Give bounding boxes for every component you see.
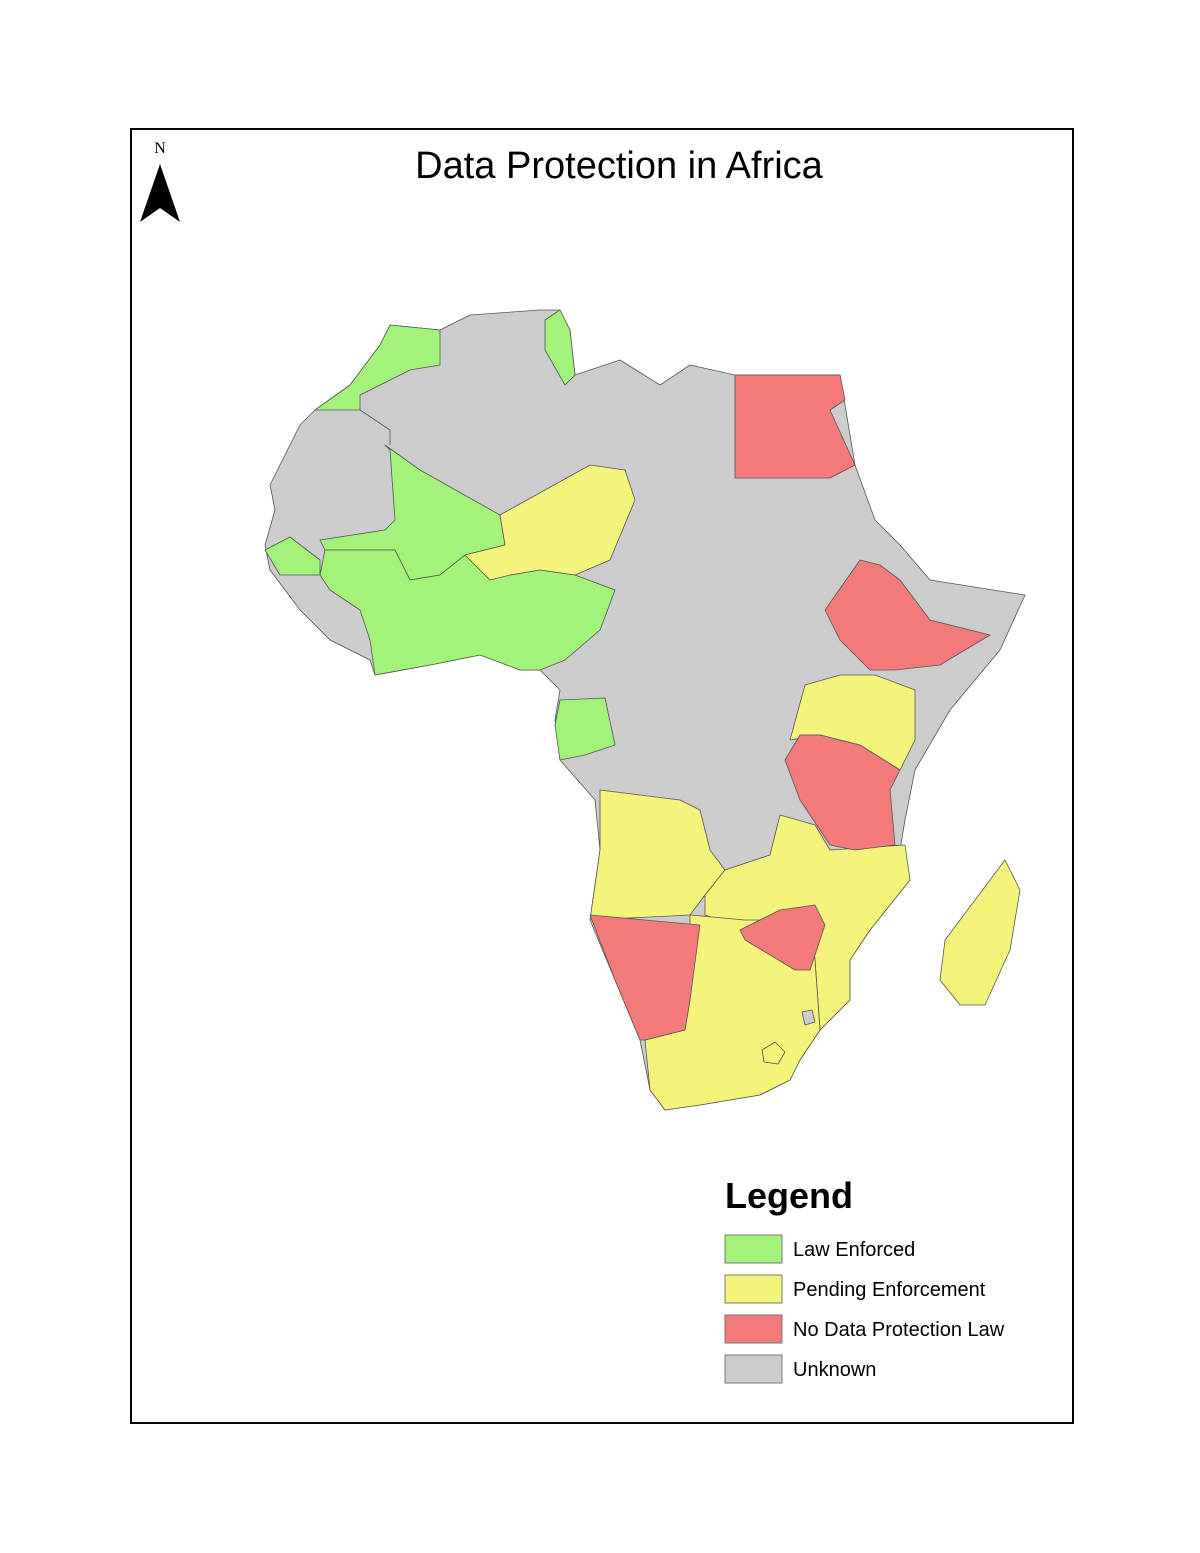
legend-label: Law Enforced — [793, 1239, 915, 1261]
north-label: N — [154, 140, 166, 157]
countries — [264, 309, 1026, 1111]
country — [464, 464, 636, 581]
legend-swatch — [724, 1234, 783, 1264]
country — [319, 544, 616, 676]
country — [554, 697, 616, 761]
north-arrow — [140, 164, 180, 222]
legend-label: Pending Enforcement — [793, 1279, 986, 1301]
legend-swatch — [724, 1354, 783, 1384]
country — [939, 859, 1021, 1006]
country — [824, 559, 991, 671]
legend-title: Legend — [725, 1175, 853, 1216]
country — [544, 309, 576, 386]
country — [264, 536, 321, 576]
border — [359, 409, 391, 445]
country — [734, 374, 856, 479]
country — [761, 1041, 786, 1065]
country — [801, 1009, 816, 1026]
map-title: Data Protection in Africa — [415, 145, 824, 187]
country — [589, 914, 701, 1041]
legend-swatch — [724, 1314, 783, 1344]
legend-swatch — [724, 1274, 783, 1304]
legend: Law Enforced Pending Enforcement No Data P… — [724, 1234, 1005, 1384]
country — [314, 324, 441, 411]
country — [739, 904, 826, 971]
country — [784, 734, 901, 851]
legend-label: No Data Protection Law — [793, 1319, 1005, 1341]
legend-label: Unknown — [793, 1359, 876, 1381]
